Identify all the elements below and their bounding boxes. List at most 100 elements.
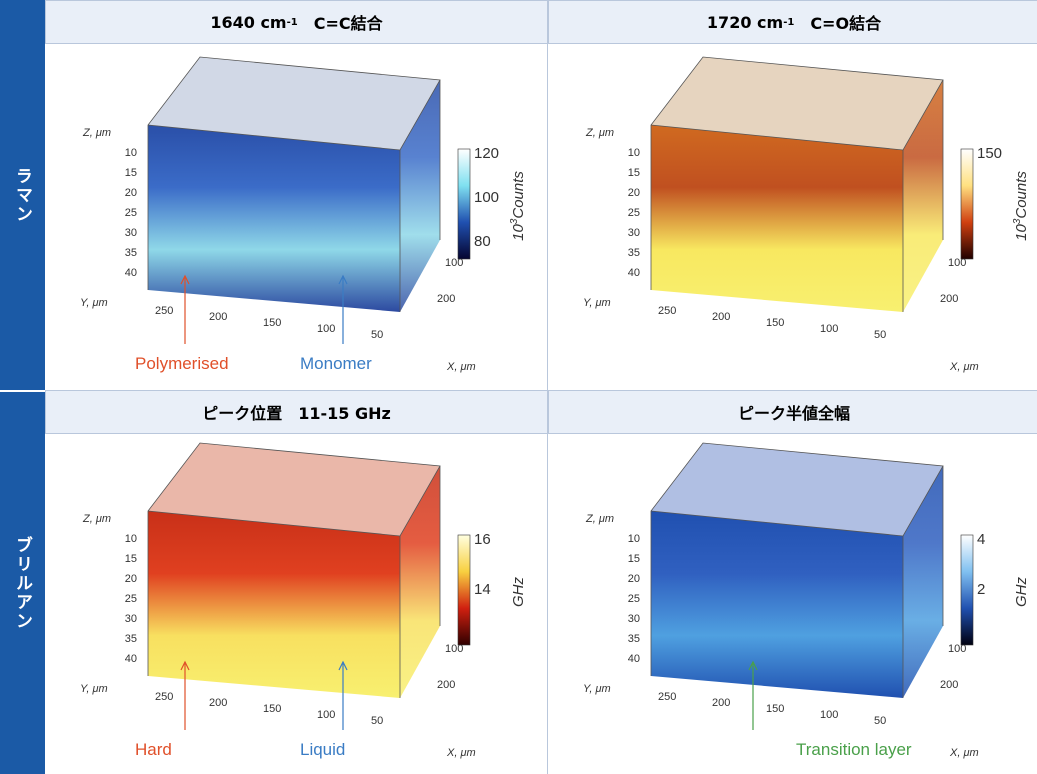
colorbar-label: GHz <box>1013 577 1030 608</box>
panel: Z, μm 10 15 20 25 30 35 40 Y, μm 250 200 150 100 50 X,… <box>80 44 548 390</box>
volume-front <box>148 125 400 312</box>
annotation: Monomer <box>300 354 372 373</box>
z-tick-label: 30 <box>125 613 137 625</box>
colorbar-label: 103Counts <box>509 171 527 241</box>
panel-title: 1720 cm -1 C=O結合 <box>548 0 1037 44</box>
panel-title: 1640 cm -1 C=C結合 <box>45 0 548 44</box>
z-tick-label: 15 <box>628 167 640 179</box>
z-tick-label: 35 <box>125 247 137 259</box>
y-tick-label: 150 <box>766 317 784 329</box>
z-tick-label: 25 <box>628 207 640 219</box>
x-tick-label: 100 <box>445 257 463 269</box>
x-label: X, μm <box>949 361 979 373</box>
y-tick-label: 250 <box>658 305 676 317</box>
panel-title-rest: C=O結合 <box>810 14 882 33</box>
colorbar <box>457 148 471 260</box>
z-tick-label: 15 <box>125 167 137 179</box>
z-tick-label: 30 <box>125 227 137 239</box>
panel-title-main: 1720 cm <box>706 12 784 32</box>
colorbar-tick-label: 100 <box>474 189 499 206</box>
z-tick-label: 10 <box>125 533 137 545</box>
y-tick-label: 150 <box>263 317 281 329</box>
colorbar-label-rest: Counts <box>510 171 527 219</box>
panel-title-sup: -1 <box>783 16 795 28</box>
z-tick-label: 20 <box>125 573 137 585</box>
y-tick-label: 150 <box>263 703 281 715</box>
z-tick-label: 10 <box>628 147 640 159</box>
colorbar-tick-label: 16 <box>474 531 491 548</box>
y-label: Y, μm <box>80 683 108 695</box>
z-tick-label: 35 <box>628 247 640 259</box>
colorbar-label: GHz <box>510 577 527 608</box>
colorbar <box>960 534 974 646</box>
z-tick-label: 20 <box>628 187 640 199</box>
colorbar-label-sup: 3 <box>509 218 520 224</box>
z-label: Z, μm <box>585 127 614 139</box>
colorbar-label-base: 10 <box>510 224 527 241</box>
x-tick-label: 200 <box>437 679 455 691</box>
colorbar-tick-label: 4 <box>977 531 985 548</box>
colorbar <box>960 148 974 260</box>
y-label: Y, μm <box>583 297 611 309</box>
volume-front <box>148 511 400 698</box>
z-tick-label: 40 <box>628 653 640 665</box>
volume-side <box>400 466 440 698</box>
annotation-arrowhead <box>180 660 190 671</box>
z-tick-label: 35 <box>628 633 640 645</box>
colorbar-tick-label: 2 <box>977 581 985 598</box>
panel: Z, μm 10 15 20 25 30 35 40 Y, μm 250 200 150 100 50 X,… <box>583 442 1030 759</box>
colorbar-label-rest: GHz <box>510 577 527 608</box>
y-tick-label: 200 <box>712 697 730 709</box>
y-tick-label: 100 <box>820 323 838 335</box>
panel-title-main: 1640 cm <box>210 12 287 32</box>
z-tick-label: 40 <box>125 653 137 665</box>
z-tick-label: 25 <box>628 593 640 605</box>
z-tick-label: 10 <box>628 533 640 545</box>
volume-top <box>651 57 943 150</box>
panel: Z, μm 10 15 20 25 30 35 40 Y, μm 250 200 150 100 50 X,… <box>80 434 548 774</box>
panel-title-main: ピーク半値全幅 <box>737 404 850 423</box>
panel-title-sup: -1 <box>286 16 298 28</box>
colorbar-tick-label: 80 <box>474 233 491 250</box>
y-tick-label: 50 <box>371 715 383 727</box>
x-tick-label: 100 <box>445 643 463 655</box>
z-label: Z, μm <box>585 513 614 525</box>
colorbar-tick-label: 150 <box>977 145 1002 162</box>
volume-side <box>400 80 440 312</box>
y-tick-label: 50 <box>874 715 886 727</box>
x-tick-label: 200 <box>940 293 958 305</box>
z-tick-label: 25 <box>125 207 137 219</box>
z-tick-label: 35 <box>125 633 137 645</box>
x-label: X, μm <box>446 747 476 759</box>
box-edges <box>650 442 944 676</box>
colorbar-label-rest: GHz <box>1013 577 1030 608</box>
box-edges <box>147 442 441 676</box>
z-label: Z, μm <box>82 513 111 525</box>
y-tick-label: 50 <box>371 329 383 341</box>
z-tick-label: 40 <box>628 267 640 279</box>
panel: Z, μm 10 15 20 25 30 35 40 Y, μm 250 200 150 100 50 X,… <box>583 56 1030 373</box>
x-tick-label: 200 <box>437 293 455 305</box>
volume-top <box>148 443 440 536</box>
panel-title: ピーク位置 11-15 GHz <box>45 390 548 434</box>
z-tick-label: 30 <box>628 227 640 239</box>
y-tick-label: 250 <box>155 305 173 317</box>
colorbar-label-base: 10 <box>1013 224 1030 241</box>
annotation: Polymerised <box>135 354 229 373</box>
y-tick-label: 100 <box>820 709 838 721</box>
annotation: Liquid <box>300 740 345 759</box>
volume-top <box>651 443 943 536</box>
x-tick-label: 200 <box>940 679 958 691</box>
y-tick-label: 200 <box>209 311 227 323</box>
row-label: ブリルアン <box>0 392 45 774</box>
volume-side <box>903 80 943 312</box>
z-tick-label: 15 <box>125 553 137 565</box>
y-tick-label: 200 <box>712 311 730 323</box>
annotation-arrowhead <box>748 660 758 671</box>
z-label: Z, μm <box>82 127 111 139</box>
colorbar-tick-label: 14 <box>474 581 491 598</box>
annotation-arrowhead <box>338 660 348 671</box>
y-tick-label: 150 <box>766 703 784 715</box>
panel-title-rest: C=C結合 <box>313 14 383 33</box>
